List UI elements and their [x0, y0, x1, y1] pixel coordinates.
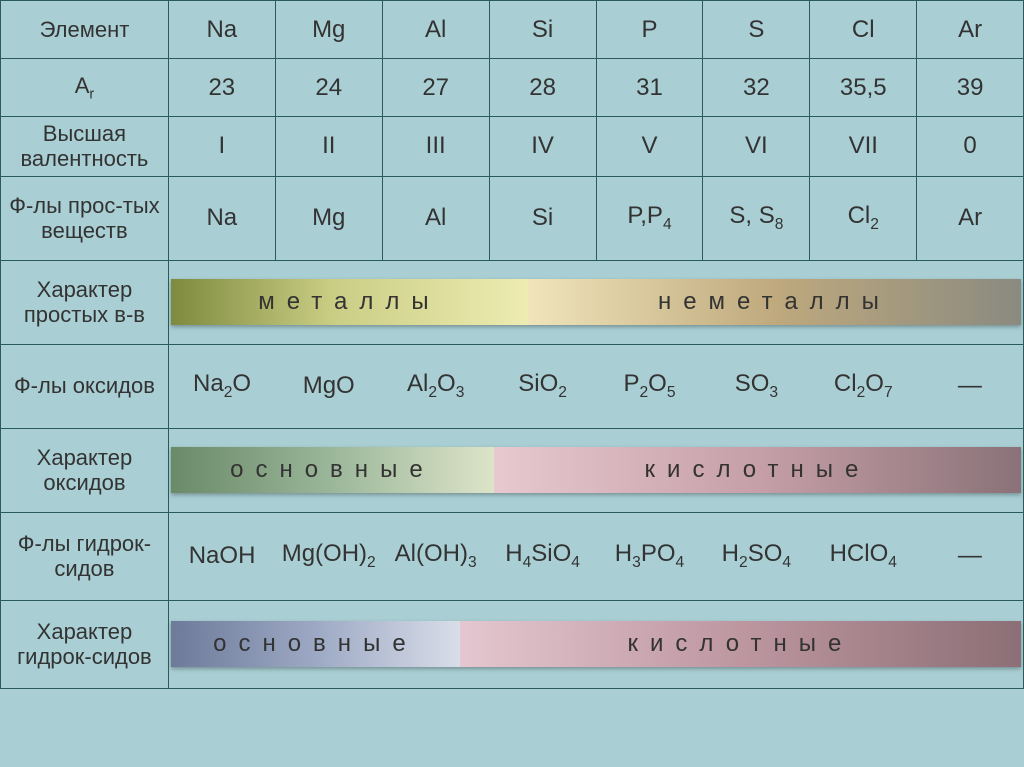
cell: VI [703, 117, 810, 177]
cell: P [596, 1, 703, 59]
cell: Cl [810, 1, 917, 59]
cell: MgO [275, 344, 382, 428]
cell: Si [489, 176, 596, 260]
cell: 27 [382, 59, 489, 117]
cell: — [917, 344, 1024, 428]
label-simple: Ф-лы прос-тых веществ [1, 176, 169, 260]
cell: 39 [917, 59, 1024, 117]
cell: Al [382, 176, 489, 260]
row-valency: Высшая валентность I II III IV V VI VII … [1, 117, 1024, 177]
row-ar: Ar 23 24 27 28 31 32 35,5 39 [1, 59, 1024, 117]
label-valency: Высшая валентность [1, 117, 169, 177]
row-oxide-formulas: Ф-лы оксидов Na2O MgO Al2O3 SiO2 P2O5 SO… [1, 344, 1024, 428]
cell: Ar [917, 1, 1024, 59]
cell: VII [810, 117, 917, 177]
cell: Si [489, 1, 596, 59]
label-hydrox-char: Характер гидрок-сидов [1, 600, 169, 688]
cell: SiO2 [489, 344, 596, 428]
label-oxide-char: Характер оксидов [1, 428, 169, 512]
cell: I [168, 117, 275, 177]
cell: IV [489, 117, 596, 177]
cell: 24 [275, 59, 382, 117]
cell: H4SiO4 [489, 512, 596, 600]
cell: Mg [275, 176, 382, 260]
cell: P,P4 [596, 176, 703, 260]
row-oxide-character: Характер оксидов основные кислотные [1, 428, 1024, 512]
cell: V [596, 117, 703, 177]
cell: Al(OH)3 [382, 512, 489, 600]
gradient-band-metals-nonmetals: металлы неметаллы [171, 279, 1021, 325]
cell: Na [168, 176, 275, 260]
cell: Ar [917, 176, 1024, 260]
cell: 28 [489, 59, 596, 117]
band-cell: основные кислотные [168, 600, 1023, 688]
cell: Al [382, 1, 489, 59]
cell: III [382, 117, 489, 177]
cell: Na2O [168, 344, 275, 428]
cell: Mg(OH)2 [275, 512, 382, 600]
band-acidic-hydrox: кислотные [460, 621, 1021, 667]
cell: P2O5 [596, 344, 703, 428]
cell: Na [168, 1, 275, 59]
cell: Al2O3 [382, 344, 489, 428]
row-simple-formulas: Ф-лы прос-тых веществ Na Mg Al Si P,P4 S… [1, 176, 1024, 260]
band-cell: основные кислотные [168, 428, 1023, 512]
cell: H2SO4 [703, 512, 810, 600]
cell: NaOH [168, 512, 275, 600]
cell: Cl2 [810, 176, 917, 260]
cell: HClO4 [810, 512, 917, 600]
label-hydrox: Ф-лы гидрок-сидов [1, 512, 169, 600]
periodic-properties-table: Элемент Na Mg Al Si P S Cl Ar Ar 23 24 2… [0, 0, 1024, 689]
label-simple-char: Характер простых в-в [1, 260, 169, 344]
band-basic-hydrox: основные [171, 621, 460, 667]
cell: 35,5 [810, 59, 917, 117]
gradient-band-hydroxides: основные кислотные [171, 621, 1021, 667]
cell: 0 [917, 117, 1024, 177]
cell: S [703, 1, 810, 59]
cell: 32 [703, 59, 810, 117]
row-hydroxide-character: Характер гидрок-сидов основные кислотные [1, 600, 1024, 688]
label-ar: Ar [1, 59, 169, 117]
cell: — [917, 512, 1024, 600]
cell: S, S8 [703, 176, 810, 260]
cell: 23 [168, 59, 275, 117]
row-element: Элемент Na Mg Al Si P S Cl Ar [1, 1, 1024, 59]
cell: 31 [596, 59, 703, 117]
cell: II [275, 117, 382, 177]
band-acidic-oxides: кислотные [494, 447, 1021, 493]
cell: H3PO4 [596, 512, 703, 600]
band-metals: металлы [171, 279, 528, 325]
row-hydroxide-formulas: Ф-лы гидрок-сидов NaOH Mg(OH)2 Al(OH)3 H… [1, 512, 1024, 600]
label-oxides: Ф-лы оксидов [1, 344, 169, 428]
cell: SO3 [703, 344, 810, 428]
gradient-band-oxides: основные кислотные [171, 447, 1021, 493]
cell: Mg [275, 1, 382, 59]
cell: Cl2O7 [810, 344, 917, 428]
band-cell: металлы неметаллы [168, 260, 1023, 344]
label-element: Элемент [1, 1, 169, 59]
band-basic-oxides: основные [171, 447, 494, 493]
row-simple-character: Характер простых в-в металлы неметаллы [1, 260, 1024, 344]
band-nonmetals: неметаллы [528, 279, 1021, 325]
